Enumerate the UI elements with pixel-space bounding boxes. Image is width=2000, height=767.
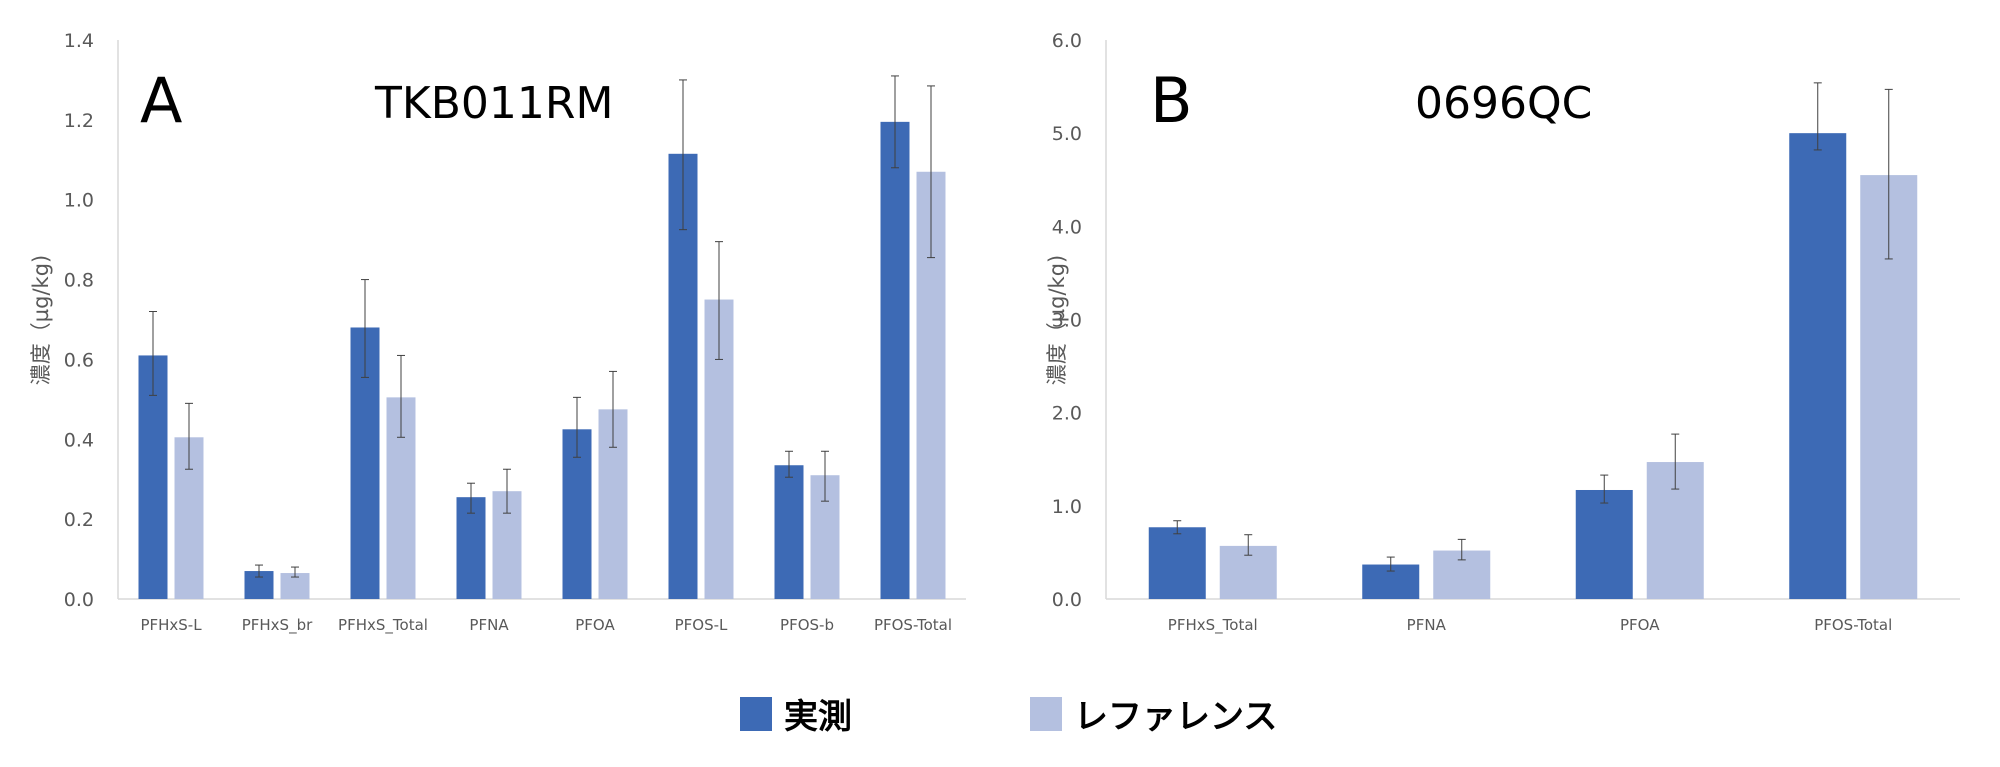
error-bar-reference	[715, 241, 723, 360]
y-axis-label: 濃度（µg/kg)	[1045, 255, 1069, 385]
error-bar-measured	[1386, 556, 1395, 572]
bar-measured	[456, 497, 486, 599]
error-bar-measured	[573, 396, 581, 458]
error-bar-reference	[503, 468, 511, 514]
error-bar-measured	[149, 311, 157, 396]
x-tick-label: PFOA	[1620, 616, 1660, 634]
bar-measured	[880, 121, 910, 599]
bar-measured	[1148, 527, 1206, 599]
error-bar-measured	[1813, 82, 1822, 151]
x-tick-label: PFNA	[469, 616, 509, 634]
x-tick-label: PFNA	[1407, 616, 1447, 634]
y-tick-label: 0.8	[64, 270, 94, 292]
error-bar-reference	[927, 85, 935, 259]
x-tick-label: PFOS-L	[675, 616, 728, 634]
y-tick-label: 1.2	[64, 110, 94, 132]
chart-title: TKB011RM	[374, 78, 613, 129]
x-tick-label: PFHxS_Total	[338, 616, 428, 635]
error-bar-measured	[361, 279, 369, 378]
x-tick-label: PFHxS_Total	[1168, 616, 1258, 635]
error-bar-measured	[1173, 520, 1182, 535]
panel-letter: B	[1150, 64, 1193, 137]
legend-swatch-measured	[740, 697, 772, 731]
x-tick-label: PFHxS_br	[242, 616, 313, 635]
y-axis-label: 濃度（µg/kg)	[29, 255, 53, 385]
panel-letter: A	[140, 64, 182, 137]
legend: 実測 レファレンス	[740, 697, 1277, 737]
error-bar-measured	[467, 482, 475, 514]
error-bar-measured	[255, 564, 263, 578]
error-bar-reference	[1671, 433, 1680, 490]
error-bar-measured	[891, 75, 899, 169]
error-bar-reference	[185, 402, 193, 470]
legend-swatch-reference	[1030, 697, 1062, 731]
error-bar-reference	[1244, 534, 1253, 556]
y-tick-label: 0.0	[64, 589, 94, 611]
chart-panel-a: 0.0 0.2 0.4 0.6 0.8 1.0 1.2 1.4 濃度（µg/kg) A TKB011…	[29, 30, 966, 635]
y-tick-label: 0.6	[64, 349, 94, 371]
bar-measured	[1575, 489, 1633, 599]
chart-panel-b: 0.0 1.0 2.0 3.0 4.0 5.0 6.0 濃度（µg/kg) B 0696QC PFH…	[1045, 30, 1960, 635]
error-bar-measured	[785, 450, 793, 478]
error-bar-reference	[397, 354, 405, 438]
x-tick-label: PFOS-Total	[1814, 616, 1892, 634]
y-tick-label: 4.0	[1052, 216, 1082, 238]
error-bar-reference	[821, 450, 829, 502]
y-tick-label: 3.0	[1052, 310, 1082, 332]
bar-measured	[774, 465, 804, 599]
bar-measured	[138, 355, 168, 599]
error-bar-measured	[1600, 474, 1609, 504]
error-bar-reference	[609, 370, 617, 448]
y-tick-label: 0.4	[64, 429, 94, 451]
chart-title: 0696QC	[1415, 78, 1592, 129]
bar-measured	[1789, 133, 1847, 599]
y-tick-label: 1.0	[1052, 496, 1082, 518]
x-tick-label: PFHxS-L	[140, 616, 202, 634]
y-tick-label: 1.4	[64, 30, 94, 52]
error-bar-measured	[679, 79, 687, 231]
y-tick-label: 0.0	[1052, 589, 1082, 611]
error-bar-reference	[291, 566, 299, 578]
y-tick-label: 6.0	[1052, 30, 1082, 52]
x-tick-label: PFOS-b	[780, 616, 834, 634]
legend-label-reference: レファレンス	[1074, 697, 1277, 737]
y-tick-label: 1.0	[64, 190, 94, 212]
error-bar-reference	[1457, 538, 1466, 561]
x-tick-label: PFOS-Total	[874, 616, 952, 634]
error-bar-reference	[1884, 88, 1893, 260]
y-tick-label: 2.0	[1052, 403, 1082, 425]
y-tick-label: 5.0	[1052, 123, 1082, 145]
y-tick-label: 0.2	[64, 509, 94, 531]
legend-label-measured: 実測	[784, 697, 852, 737]
x-tick-label: PFOA	[575, 616, 615, 634]
